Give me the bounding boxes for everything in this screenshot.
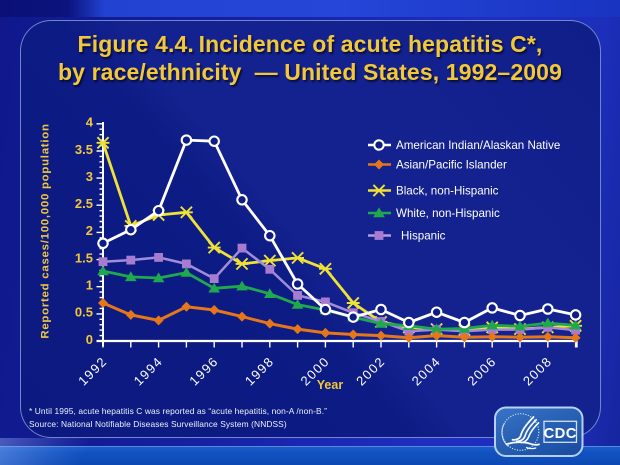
- svg-text:2: 2: [86, 223, 93, 238]
- svg-text:3: 3: [86, 169, 93, 184]
- svg-text:CDC: CDC: [544, 426, 577, 442]
- svg-text:3.5: 3.5: [75, 142, 93, 157]
- svg-text:American Indian/Alaskan Native: American Indian/Alaskan Native: [396, 139, 560, 152]
- svg-text:Reported cases/100,000 populat: Reported cases/100,000 population: [40, 123, 52, 338]
- svg-text:0.5: 0.5: [75, 305, 93, 320]
- svg-text:4: 4: [86, 115, 94, 130]
- svg-text:Black, non-Hispanic: Black, non-Hispanic: [396, 185, 499, 198]
- svg-text:Hispanic: Hispanic: [401, 230, 446, 243]
- svg-text:0: 0: [86, 332, 93, 347]
- svg-text:Year: Year: [317, 378, 344, 392]
- svg-text:1.5: 1.5: [75, 250, 93, 265]
- svg-text:2.5: 2.5: [75, 196, 93, 211]
- svg-text:1: 1: [86, 278, 93, 293]
- svg-text:White, non-Hispanic: White, non-Hispanic: [396, 207, 500, 220]
- svg-text:Asian/Pacific Islander: Asian/Pacific Islander: [396, 159, 507, 172]
